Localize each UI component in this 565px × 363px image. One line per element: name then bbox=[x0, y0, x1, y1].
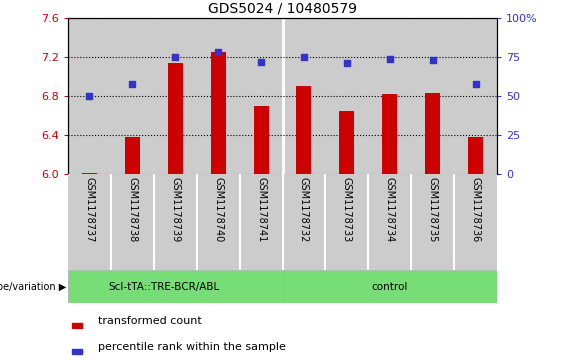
Bar bbox=[197, 18, 240, 174]
Bar bbox=[454, 18, 497, 174]
Bar bbox=[240, 18, 282, 174]
Bar bbox=[282, 18, 325, 174]
Text: control: control bbox=[372, 282, 408, 292]
Text: GSM1178735: GSM1178735 bbox=[428, 177, 438, 242]
Text: GSM1178739: GSM1178739 bbox=[170, 177, 180, 242]
Text: GSM1178741: GSM1178741 bbox=[256, 177, 266, 242]
Bar bbox=[68, 174, 111, 270]
Text: percentile rank within the sample: percentile rank within the sample bbox=[98, 342, 286, 352]
Bar bbox=[368, 18, 411, 174]
Text: GSM1178732: GSM1178732 bbox=[299, 177, 309, 242]
Bar bbox=[411, 174, 454, 270]
Text: GSM1178736: GSM1178736 bbox=[471, 177, 481, 242]
Bar bbox=[197, 174, 240, 270]
Bar bbox=[468, 137, 483, 174]
Point bbox=[428, 57, 437, 63]
Point bbox=[85, 93, 94, 99]
Bar bbox=[154, 174, 197, 270]
Bar bbox=[340, 111, 354, 174]
Point bbox=[299, 54, 308, 60]
Text: GSM1178733: GSM1178733 bbox=[342, 177, 352, 242]
Bar bbox=[111, 174, 154, 270]
Text: GSM1178738: GSM1178738 bbox=[127, 177, 137, 242]
Point bbox=[257, 59, 266, 65]
Bar bbox=[72, 349, 82, 354]
Point bbox=[128, 81, 137, 87]
Text: GSM1178737: GSM1178737 bbox=[84, 177, 94, 242]
Bar bbox=[154, 18, 197, 174]
Bar bbox=[282, 270, 497, 303]
Text: Scl-tTA::TRE-BCR/ABL: Scl-tTA::TRE-BCR/ABL bbox=[109, 282, 220, 292]
Bar bbox=[125, 137, 140, 174]
Point bbox=[171, 54, 180, 60]
Text: genotype/variation ▶: genotype/variation ▶ bbox=[0, 282, 66, 292]
Point bbox=[214, 50, 223, 56]
Bar bbox=[211, 52, 225, 174]
Bar bbox=[282, 174, 325, 270]
Bar bbox=[82, 173, 97, 174]
Bar bbox=[168, 63, 182, 174]
Bar bbox=[72, 323, 82, 328]
Bar bbox=[411, 18, 454, 174]
Bar bbox=[425, 93, 440, 174]
Bar bbox=[297, 86, 311, 174]
Bar bbox=[68, 270, 282, 303]
Text: transformed count: transformed count bbox=[98, 316, 202, 326]
Bar bbox=[454, 174, 497, 270]
Bar bbox=[368, 174, 411, 270]
Bar bbox=[111, 18, 154, 174]
Point bbox=[342, 61, 351, 66]
Text: GSM1178740: GSM1178740 bbox=[213, 177, 223, 242]
Title: GDS5024 / 10480579: GDS5024 / 10480579 bbox=[208, 1, 357, 16]
Bar bbox=[325, 18, 368, 174]
Bar bbox=[383, 94, 397, 174]
Point bbox=[471, 81, 480, 87]
Text: GSM1178734: GSM1178734 bbox=[385, 177, 395, 242]
Bar bbox=[68, 18, 111, 174]
Bar bbox=[254, 106, 268, 174]
Bar bbox=[240, 174, 282, 270]
Point bbox=[385, 56, 394, 62]
Bar bbox=[325, 174, 368, 270]
